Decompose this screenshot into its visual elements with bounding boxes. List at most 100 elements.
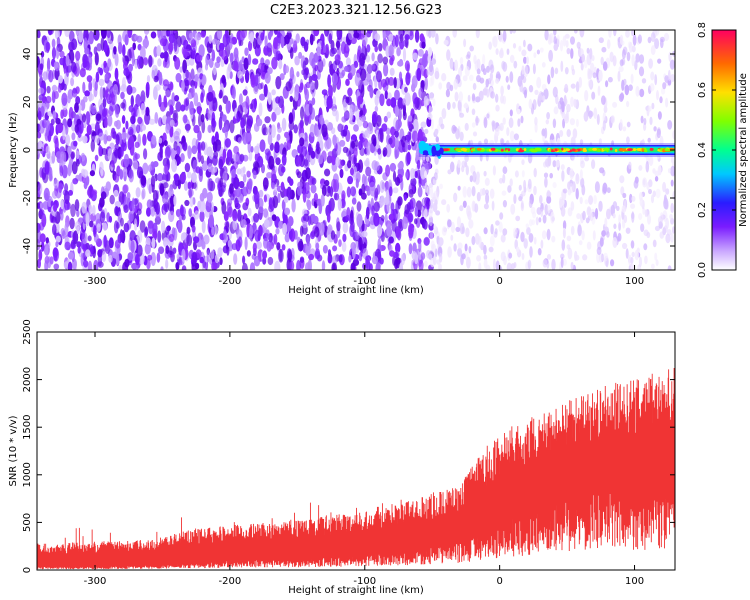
heatmap-cell	[654, 38, 660, 50]
heatmap-cell	[471, 108, 476, 116]
heatmap-cell	[121, 132, 128, 139]
heatmap-cell	[637, 34, 643, 44]
heatmap-cell	[59, 165, 64, 177]
heatmap-cell	[365, 55, 371, 63]
heatmap-cell	[618, 222, 621, 231]
heatmap-cell	[493, 258, 496, 270]
heatmap-cell	[309, 231, 316, 240]
heatmap-cell	[264, 59, 270, 66]
heatmap-cell	[652, 190, 656, 198]
heatmap-cell	[258, 206, 264, 214]
heatmap-cell	[311, 74, 318, 81]
heatmap-cell	[670, 74, 675, 82]
heatmap-cell	[499, 122, 504, 132]
signal-hotspot	[506, 149, 509, 153]
heatmap-cell	[293, 40, 298, 52]
heatmap-cell	[601, 95, 606, 105]
heatmap-cell	[317, 153, 324, 165]
heatmap-cell	[417, 186, 423, 198]
heatmap-cell	[214, 131, 219, 142]
heatmap-cell	[242, 131, 248, 145]
y-tick-label: 1000	[22, 462, 33, 487]
heatmap-cell	[263, 194, 267, 203]
heatmap-cell	[173, 38, 178, 52]
heatmap-cell	[625, 248, 629, 259]
heatmap-cell	[65, 134, 71, 146]
heatmap-cell	[371, 255, 379, 265]
heatmap-cell	[518, 184, 522, 191]
heatmap-cell	[207, 109, 213, 121]
heatmap-cell	[533, 185, 537, 196]
heatmap-cell	[104, 73, 109, 82]
heatmap-cell	[622, 126, 627, 132]
heatmap-cell	[142, 133, 147, 146]
heatmap-cell	[208, 214, 215, 228]
heatmap-cell	[533, 167, 537, 178]
heatmap-cell	[119, 169, 124, 180]
heatmap-cell	[402, 216, 408, 230]
heatmap-cell	[540, 239, 544, 249]
heatmap-cell	[328, 200, 332, 214]
heatmap-cell	[305, 262, 311, 270]
heatmap-cell	[450, 234, 454, 241]
heatmap-cell	[188, 32, 194, 39]
heatmap-cell	[104, 90, 109, 99]
heatmap-cell	[580, 62, 584, 71]
heatmap-cell	[521, 190, 526, 197]
heatmap-cell	[188, 208, 192, 217]
heatmap-cell	[331, 72, 338, 86]
heatmap-cell	[284, 233, 290, 243]
heatmap-cell	[74, 124, 79, 133]
heatmap-cell	[358, 95, 364, 105]
heatmap-cell	[182, 142, 188, 151]
heatmap-cell	[465, 165, 469, 176]
heatmap-cell	[65, 54, 70, 67]
heatmap-cell	[606, 187, 611, 194]
heatmap-cell	[512, 43, 517, 49]
heatmap-cell	[385, 30, 391, 36]
heatmap-cell	[167, 197, 174, 212]
heatmap-cell	[286, 140, 291, 151]
heatmap-cell	[81, 113, 87, 123]
heatmap-cell	[219, 89, 223, 99]
heatmap-cell	[278, 59, 283, 70]
heatmap-cell	[621, 205, 626, 213]
heatmap-cell	[582, 254, 588, 261]
heatmap-cell	[136, 244, 143, 257]
heatmap-cell	[514, 170, 519, 178]
heatmap-cell	[208, 178, 214, 192]
heatmap-cell	[82, 54, 89, 68]
heatmap-cell	[341, 116, 347, 123]
heatmap-cell	[411, 130, 419, 143]
heatmap-cell	[484, 177, 490, 186]
heatmap-cell	[390, 97, 397, 108]
heatmap-cell	[619, 119, 623, 131]
heatmap-cell	[602, 61, 608, 71]
heatmap-cell	[383, 115, 388, 123]
heatmap-cell	[366, 187, 371, 196]
heatmap-cell	[314, 125, 319, 138]
heatmap-cell	[588, 195, 594, 205]
heatmap-cell	[55, 235, 61, 243]
x-tick-label: -200	[219, 576, 242, 587]
heatmap-cell	[577, 224, 582, 237]
heatmap-cell	[650, 45, 656, 56]
heatmap-cell	[404, 92, 411, 106]
heatmap-cell	[350, 262, 356, 270]
heatmap-cell	[190, 79, 195, 88]
heatmap-cell	[446, 49, 451, 61]
heatmap-cell	[619, 175, 625, 184]
heatmap-cell	[475, 30, 480, 39]
heatmap-cell	[482, 88, 488, 96]
heatmap-cell	[464, 122, 469, 131]
heatmap-cell	[479, 188, 484, 197]
heatmap-cell	[336, 37, 340, 51]
heatmap-cell	[293, 124, 299, 134]
heatmap-cell	[140, 175, 147, 186]
heatmap-cell	[621, 79, 625, 92]
heatmap-cell	[74, 102, 79, 113]
heatmap-cell	[313, 30, 320, 37]
heatmap-cell	[266, 172, 273, 179]
heatmap-cell	[435, 210, 441, 216]
